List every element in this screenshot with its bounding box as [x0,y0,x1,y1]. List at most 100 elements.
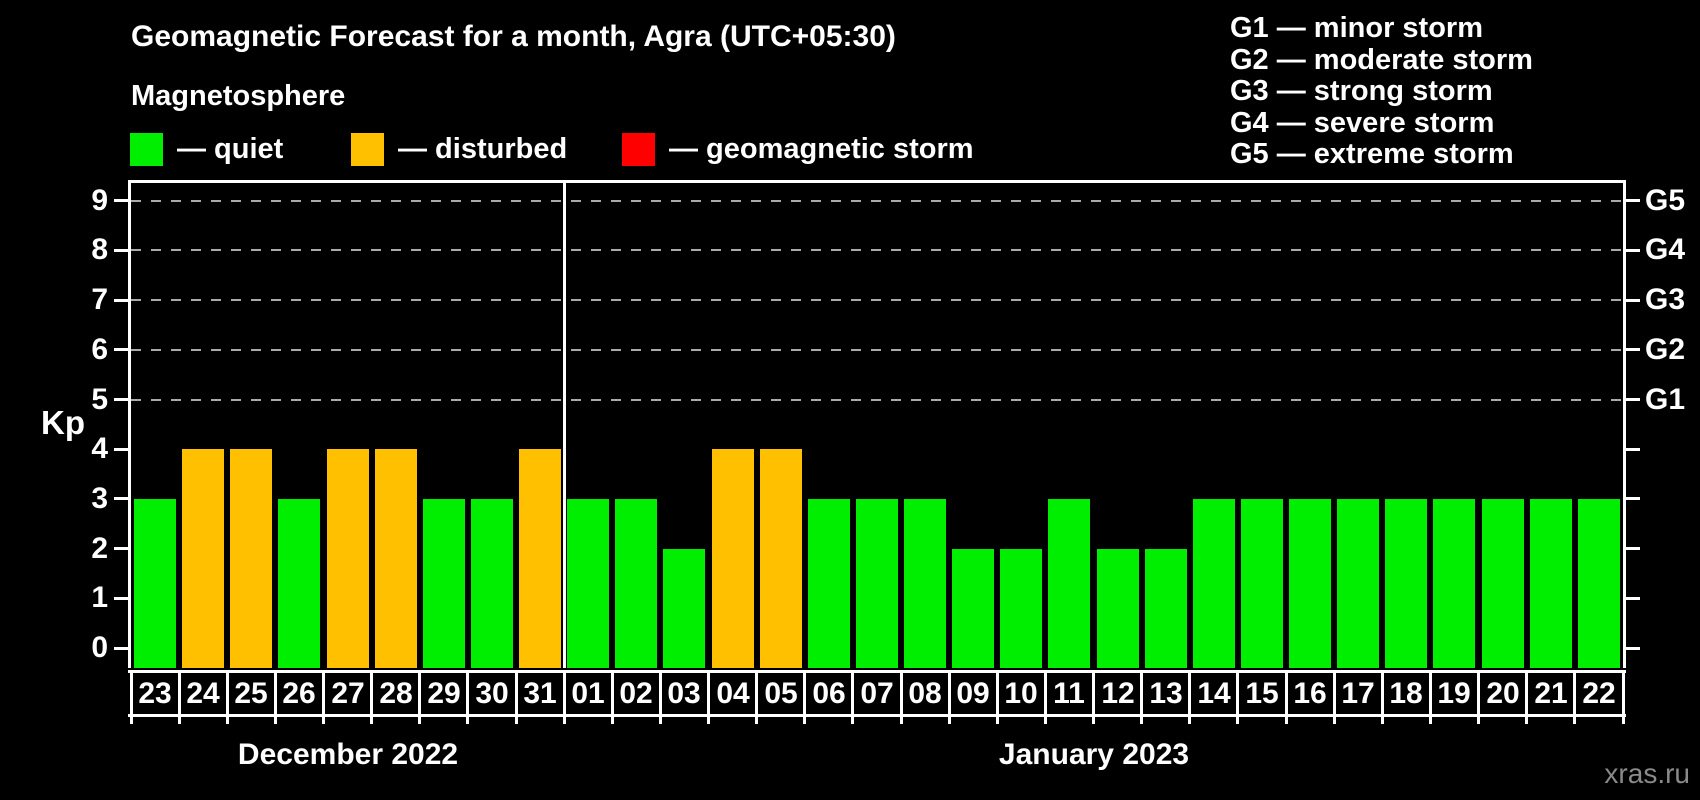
kp-bar-day-05 [760,449,802,668]
kp-bar-day-28 [375,449,417,668]
kp-bar-day-03 [663,549,705,668]
kp-bar-day-12 [1097,549,1139,668]
day-cell-divider [611,670,614,717]
kp-bar-day-20 [1482,499,1524,668]
plot-border-right [1623,180,1626,668]
day-cell-divider [707,670,710,717]
bottom-scale-tick [851,717,854,724]
month-separator-line [563,183,566,668]
bottom-scale-tick [563,717,566,724]
quiet-color-swatch [130,132,163,166]
kp-bar-day-07 [856,499,898,668]
right-axis-tick-4 [1626,448,1640,451]
kp-bar-day-31 [519,449,561,668]
kp-bar-day-11 [1048,499,1090,668]
day-cell-divider [178,670,181,717]
right-axis-label-g4: G4 [1645,233,1686,266]
kp-bar-day-02 [615,499,657,668]
chart-subtitle: Magnetosphere [131,80,346,112]
bottom-scale-tick [1573,717,1576,724]
kp-bar-day-04 [712,449,754,668]
kp-bar-day-14 [1193,499,1235,668]
day-label-10: 10 [1004,677,1038,710]
day-label-23: 23 [138,677,172,710]
right-axis-tick-0 [1626,647,1640,650]
kp-bar-day-25 [230,449,272,668]
kp-bar-day-24 [182,449,224,668]
day-label-01: 01 [571,677,605,710]
y-axis-label-5: 5 [91,383,108,416]
bottom-scale-tick [322,717,325,724]
day-label-06: 06 [812,677,846,710]
g2-legend-line: G2 — moderate storm [1230,43,1533,76]
day-label-22: 22 [1582,677,1616,710]
kp-bar-day-06 [808,499,850,668]
day-label-17: 17 [1341,677,1375,710]
day-label-05: 05 [764,677,798,710]
y-axis-title: Kp [41,404,85,441]
day-label-21: 21 [1534,677,1568,710]
bottom-scale-tick [418,717,421,724]
legend-item-quiet: — quiet [130,131,283,167]
bottom-scale-tick [900,717,903,724]
kp-bar-day-09 [952,549,994,668]
day-cell-divider [1236,670,1239,717]
kp-bar-day-15 [1241,499,1283,668]
bottom-scale-tick [1477,717,1480,724]
day-label-02: 02 [619,677,653,710]
gridline-kp8 [131,249,1623,251]
disturbed-color-swatch [351,132,384,166]
bottom-scale-tick [1429,717,1432,724]
y-axis-tick-4 [114,448,128,451]
day-cell-divider [1188,670,1191,717]
day-label-20: 20 [1486,677,1520,710]
day-cell-divider [1429,670,1432,717]
right-axis-label-g3: G3 [1645,283,1686,316]
day-cell-divider [226,670,229,717]
y-axis-label-0: 0 [91,631,108,664]
day-row-bottom-border [128,714,1626,717]
kp-bar-day-01 [567,499,609,668]
day-label-25: 25 [234,677,268,710]
right-axis-tick-9 [1626,199,1640,202]
gridline-kp7 [131,299,1623,301]
day-cell-divider [851,670,854,717]
day-cell-divider [1525,670,1528,717]
y-axis-tick-1 [114,597,128,600]
bottom-scale-tick [1140,717,1143,724]
day-cell-divider [370,670,373,717]
day-label-24: 24 [186,677,220,710]
month-label-january: January 2023 [998,738,1190,771]
kp-bar-day-18 [1385,499,1427,668]
right-axis-label-g2: G2 [1645,333,1686,366]
day-cell-divider [466,670,469,717]
bottom-scale-tick [1236,717,1239,724]
bottom-scale-tick [1381,717,1384,724]
bottom-scale-tick [948,717,951,724]
kp-bar-day-13 [1145,549,1187,668]
y-axis-tick-0 [114,647,128,650]
watermark: xras.ru [1604,758,1690,789]
day-cell-divider [948,670,951,717]
bottom-scale-tick [1622,717,1625,724]
legend-item-storm: — geomagnetic storm [622,131,974,167]
y-axis-tick-3 [114,497,128,500]
day-label-30: 30 [475,677,509,710]
day-cell-divider [130,670,133,717]
gridline-kp5 [131,399,1623,401]
y-axis-label-9: 9 [91,184,108,217]
legend-label-disturbed: — disturbed [398,132,568,165]
kp-bar-day-16 [1289,499,1331,668]
day-cell-divider [1573,670,1576,717]
day-cell-divider [1285,670,1288,717]
day-cell-divider [755,670,758,717]
day-label-31: 31 [523,677,557,710]
bottom-scale-tick [996,717,999,724]
right-axis-tick-3 [1626,497,1640,500]
y-axis-label-1: 1 [91,581,108,614]
right-axis-label-g5: G5 [1645,184,1686,217]
plot-border-left [128,180,131,668]
day-cell-divider [1044,670,1047,717]
kp-bar-day-29 [423,499,465,668]
bottom-scale-tick [1188,717,1191,724]
